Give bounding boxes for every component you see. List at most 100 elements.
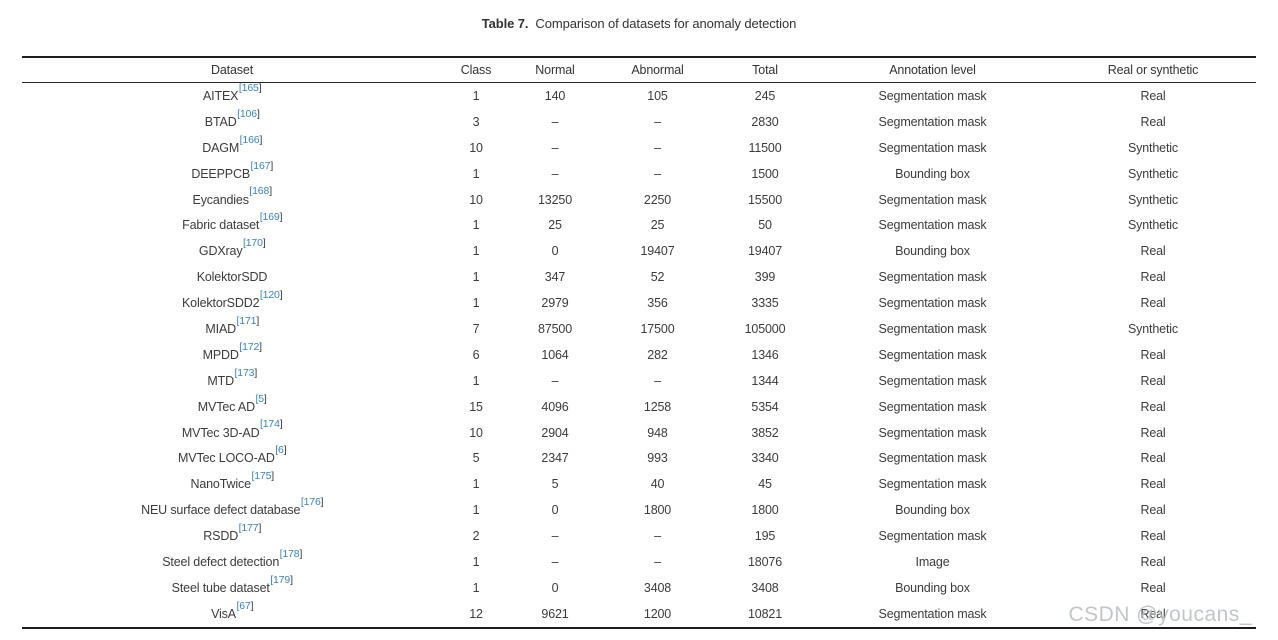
annotation-level-cell: Segmentation mask — [878, 399, 987, 414]
col-header-real-or-synthetic: Real or synthetic — [1107, 62, 1199, 77]
real-or-synthetic-cell: Real — [1140, 270, 1166, 285]
dataset-name: GDXray — [198, 244, 243, 259]
class-count-cell: 3 — [472, 114, 480, 129]
dataset-name: BTAD — [204, 114, 237, 129]
abnormal-count-cell: 25 — [650, 218, 665, 233]
citation-link[interactable]: [170] — [243, 237, 266, 249]
normal-count-cell: 87500 — [537, 322, 572, 336]
citation-link[interactable]: [165] — [239, 82, 262, 94]
abnormal-count-cell: 282 — [647, 347, 668, 362]
real-or-synthetic-cell: Real — [1140, 555, 1166, 570]
abnormal-count-cell: – — [654, 373, 661, 388]
abnormal-count-cell: 52 — [650, 270, 665, 285]
citation-link[interactable]: [171] — [237, 315, 260, 327]
class-count-cell: 1 — [472, 218, 480, 233]
total-count-cell: 3408 — [751, 580, 779, 595]
citation-link[interactable]: [172] — [239, 341, 262, 353]
normal-count-cell: 1064 — [541, 347, 569, 362]
dataset-name-cell: MTD[173] — [22, 367, 442, 388]
class-count-cell: 6 — [472, 347, 480, 362]
real-or-synthetic-cell: Synthetic — [1127, 322, 1179, 336]
citation-link[interactable]: [106] — [237, 108, 260, 120]
citation-link[interactable]: [166] — [240, 134, 263, 146]
annotation-level-cell: Bounding box — [895, 244, 970, 259]
total-count-cell: 3335 — [751, 296, 779, 311]
dataset-name: Eycandies — [192, 192, 249, 207]
abnormal-count-cell: 993 — [647, 451, 668, 466]
citation-bracket: ] — [258, 81, 262, 94]
citation-link[interactable]: [120] — [260, 289, 283, 301]
citation-link[interactable]: [167] — [251, 160, 274, 172]
normal-count-cell: 9621 — [541, 606, 569, 621]
citation-link[interactable]: [169] — [260, 211, 283, 223]
citation-link[interactable]: [176] — [301, 496, 324, 508]
annotation-level-cell: Segmentation mask — [878, 218, 987, 233]
table-header-row: Dataset Class Normal Abnormal Total Anno… — [22, 58, 1256, 82]
table-row: Eycandies[168] 10 13250 2250 15500 Segmentati… — [22, 186, 1256, 213]
citation-link[interactable]: [168] — [249, 185, 272, 197]
citation-link[interactable]: [6] — [275, 444, 286, 456]
citation-link[interactable]: [177] — [239, 522, 262, 534]
total-count-cell: 1800 — [751, 503, 779, 518]
citation-bracket: ] — [259, 340, 262, 353]
annotation-level-cell: Segmentation mask — [878, 347, 987, 362]
dataset-name-cell: KolektorSDD — [22, 271, 442, 284]
dataset-name: MVTec 3D-AD — [181, 425, 260, 440]
real-or-synthetic-cell: Synthetic — [1127, 218, 1179, 233]
abnormal-count-cell: 2250 — [643, 192, 672, 207]
table-row: KolektorSDD2[120] 1 2979 356 3335 Segmentatio… — [22, 290, 1256, 316]
annotation-level-cell: Bounding box — [895, 503, 970, 518]
citation-link[interactable]: [174] — [260, 418, 283, 430]
class-count-cell: 1 — [472, 166, 480, 181]
normal-count-cell: 25 — [548, 218, 562, 233]
dataset-name-cell: KolektorSDD2[120] — [22, 290, 442, 310]
dataset-name: Steel defect detection — [162, 555, 280, 570]
abnormal-count-cell: – — [654, 140, 661, 155]
normal-count-cell: – — [551, 529, 559, 544]
total-count-cell: 50 — [758, 218, 772, 233]
total-count-cell: 3340 — [751, 451, 779, 466]
dataset-name-cell: RSDD[177] — [22, 523, 442, 543]
citation-number: [168 — [249, 185, 270, 198]
normal-count-cell: – — [551, 166, 559, 181]
col-header-total: Total — [752, 62, 778, 77]
citation-link[interactable]: [179] — [270, 574, 293, 586]
class-count-cell: 10 — [469, 192, 483, 207]
col-header-dataset: Dataset — [210, 62, 254, 77]
table-row: MTD[173] 1 – – 1344 Segmentation mask Real — [22, 367, 1256, 394]
table-row: DAGM[166] 10 – – 11500 Segmentation mask Synth… — [22, 134, 1256, 161]
total-count-cell: 1346 — [751, 347, 779, 362]
annotation-level-cell: Segmentation mask — [878, 529, 987, 544]
citation-bracket: ] — [256, 314, 260, 327]
citation-bracket: ] — [254, 366, 258, 379]
col-header-abnormal: Abnormal — [631, 62, 684, 77]
normal-count-cell: 4096 — [541, 399, 569, 414]
citation-bracket: ] — [279, 211, 283, 224]
citation-bracket: ] — [259, 133, 263, 146]
table-caption: Comparison of datasets for anomaly detec… — [535, 16, 797, 31]
citation-link[interactable]: [5] — [255, 393, 266, 405]
real-or-synthetic-cell: Synthetic — [1127, 140, 1179, 155]
annotation-level-cell: Segmentation mask — [878, 373, 987, 388]
dataset-name: NEU surface defect database — [141, 503, 301, 518]
real-or-synthetic-cell: Real — [1140, 114, 1166, 129]
dataset-name: KolektorSDD — [196, 270, 268, 285]
dataset-name: MVTec LOCO-AD — [178, 451, 275, 466]
citation-link[interactable]: [173] — [235, 367, 258, 379]
citation-link[interactable]: [175] — [251, 470, 274, 482]
total-count-cell: 19407 — [747, 244, 782, 259]
citation-number: [172 — [239, 340, 260, 353]
annotation-level-cell: Segmentation mask — [878, 192, 987, 207]
citation-link[interactable]: [67] — [236, 600, 253, 612]
abnormal-count-cell: – — [654, 166, 661, 181]
abnormal-count-cell: 105 — [647, 88, 668, 103]
abnormal-count-cell: – — [654, 555, 661, 570]
dataset-name-cell: Eycandies[168] — [22, 186, 442, 207]
citation-link[interactable]: [178] — [280, 548, 303, 560]
annotation-level-cell: Segmentation mask — [878, 425, 987, 440]
dataset-name-cell: MVTec AD[5] — [22, 393, 442, 414]
real-or-synthetic-cell: Synthetic — [1127, 192, 1179, 207]
dataset-name: NanoTwice — [190, 477, 251, 492]
dataset-name-cell: MIAD[171] — [22, 316, 442, 336]
abnormal-count-cell: – — [654, 529, 661, 544]
